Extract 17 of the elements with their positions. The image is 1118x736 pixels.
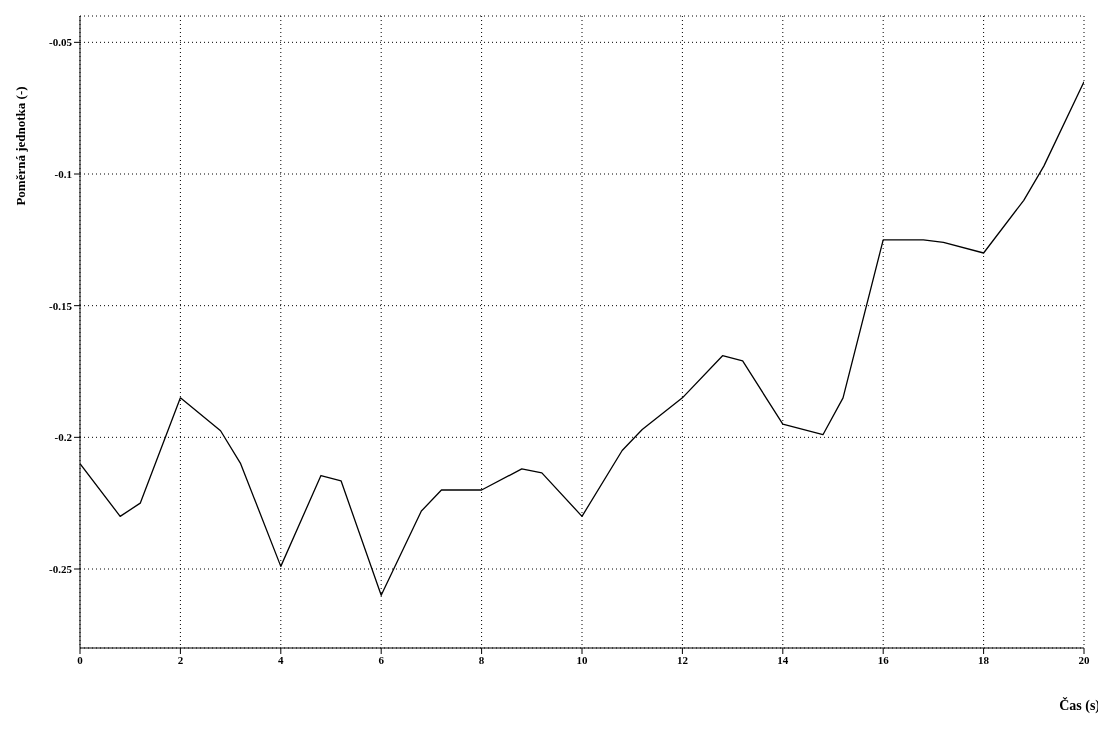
x-tick-label: 16 (877, 653, 890, 666)
y-tick-label: -0.1 (54, 167, 72, 180)
x-tick-label: 20 (1078, 653, 1090, 666)
x-tick-label: 0 (77, 653, 84, 666)
x-tick-label: 4 (278, 653, 285, 666)
y-tick-label: -0.25 (49, 562, 73, 575)
x-tick-label: 18 (978, 653, 990, 666)
x-tick-label: 12 (676, 653, 689, 666)
x-tick-label: 10 (576, 653, 588, 666)
y-axis-title: Poměrná jednotka (-) (13, 86, 29, 206)
y-tick-label: -0.05 (49, 36, 73, 49)
x-tick-label: 2 (177, 653, 184, 666)
x-tick-label: 14 (777, 653, 789, 666)
y-tick-label: -0.15 (49, 299, 73, 312)
x-tick-label: 6 (378, 653, 385, 666)
x-tick-label: 8 (478, 653, 485, 666)
y-tick-label: -0.2 (54, 431, 73, 444)
